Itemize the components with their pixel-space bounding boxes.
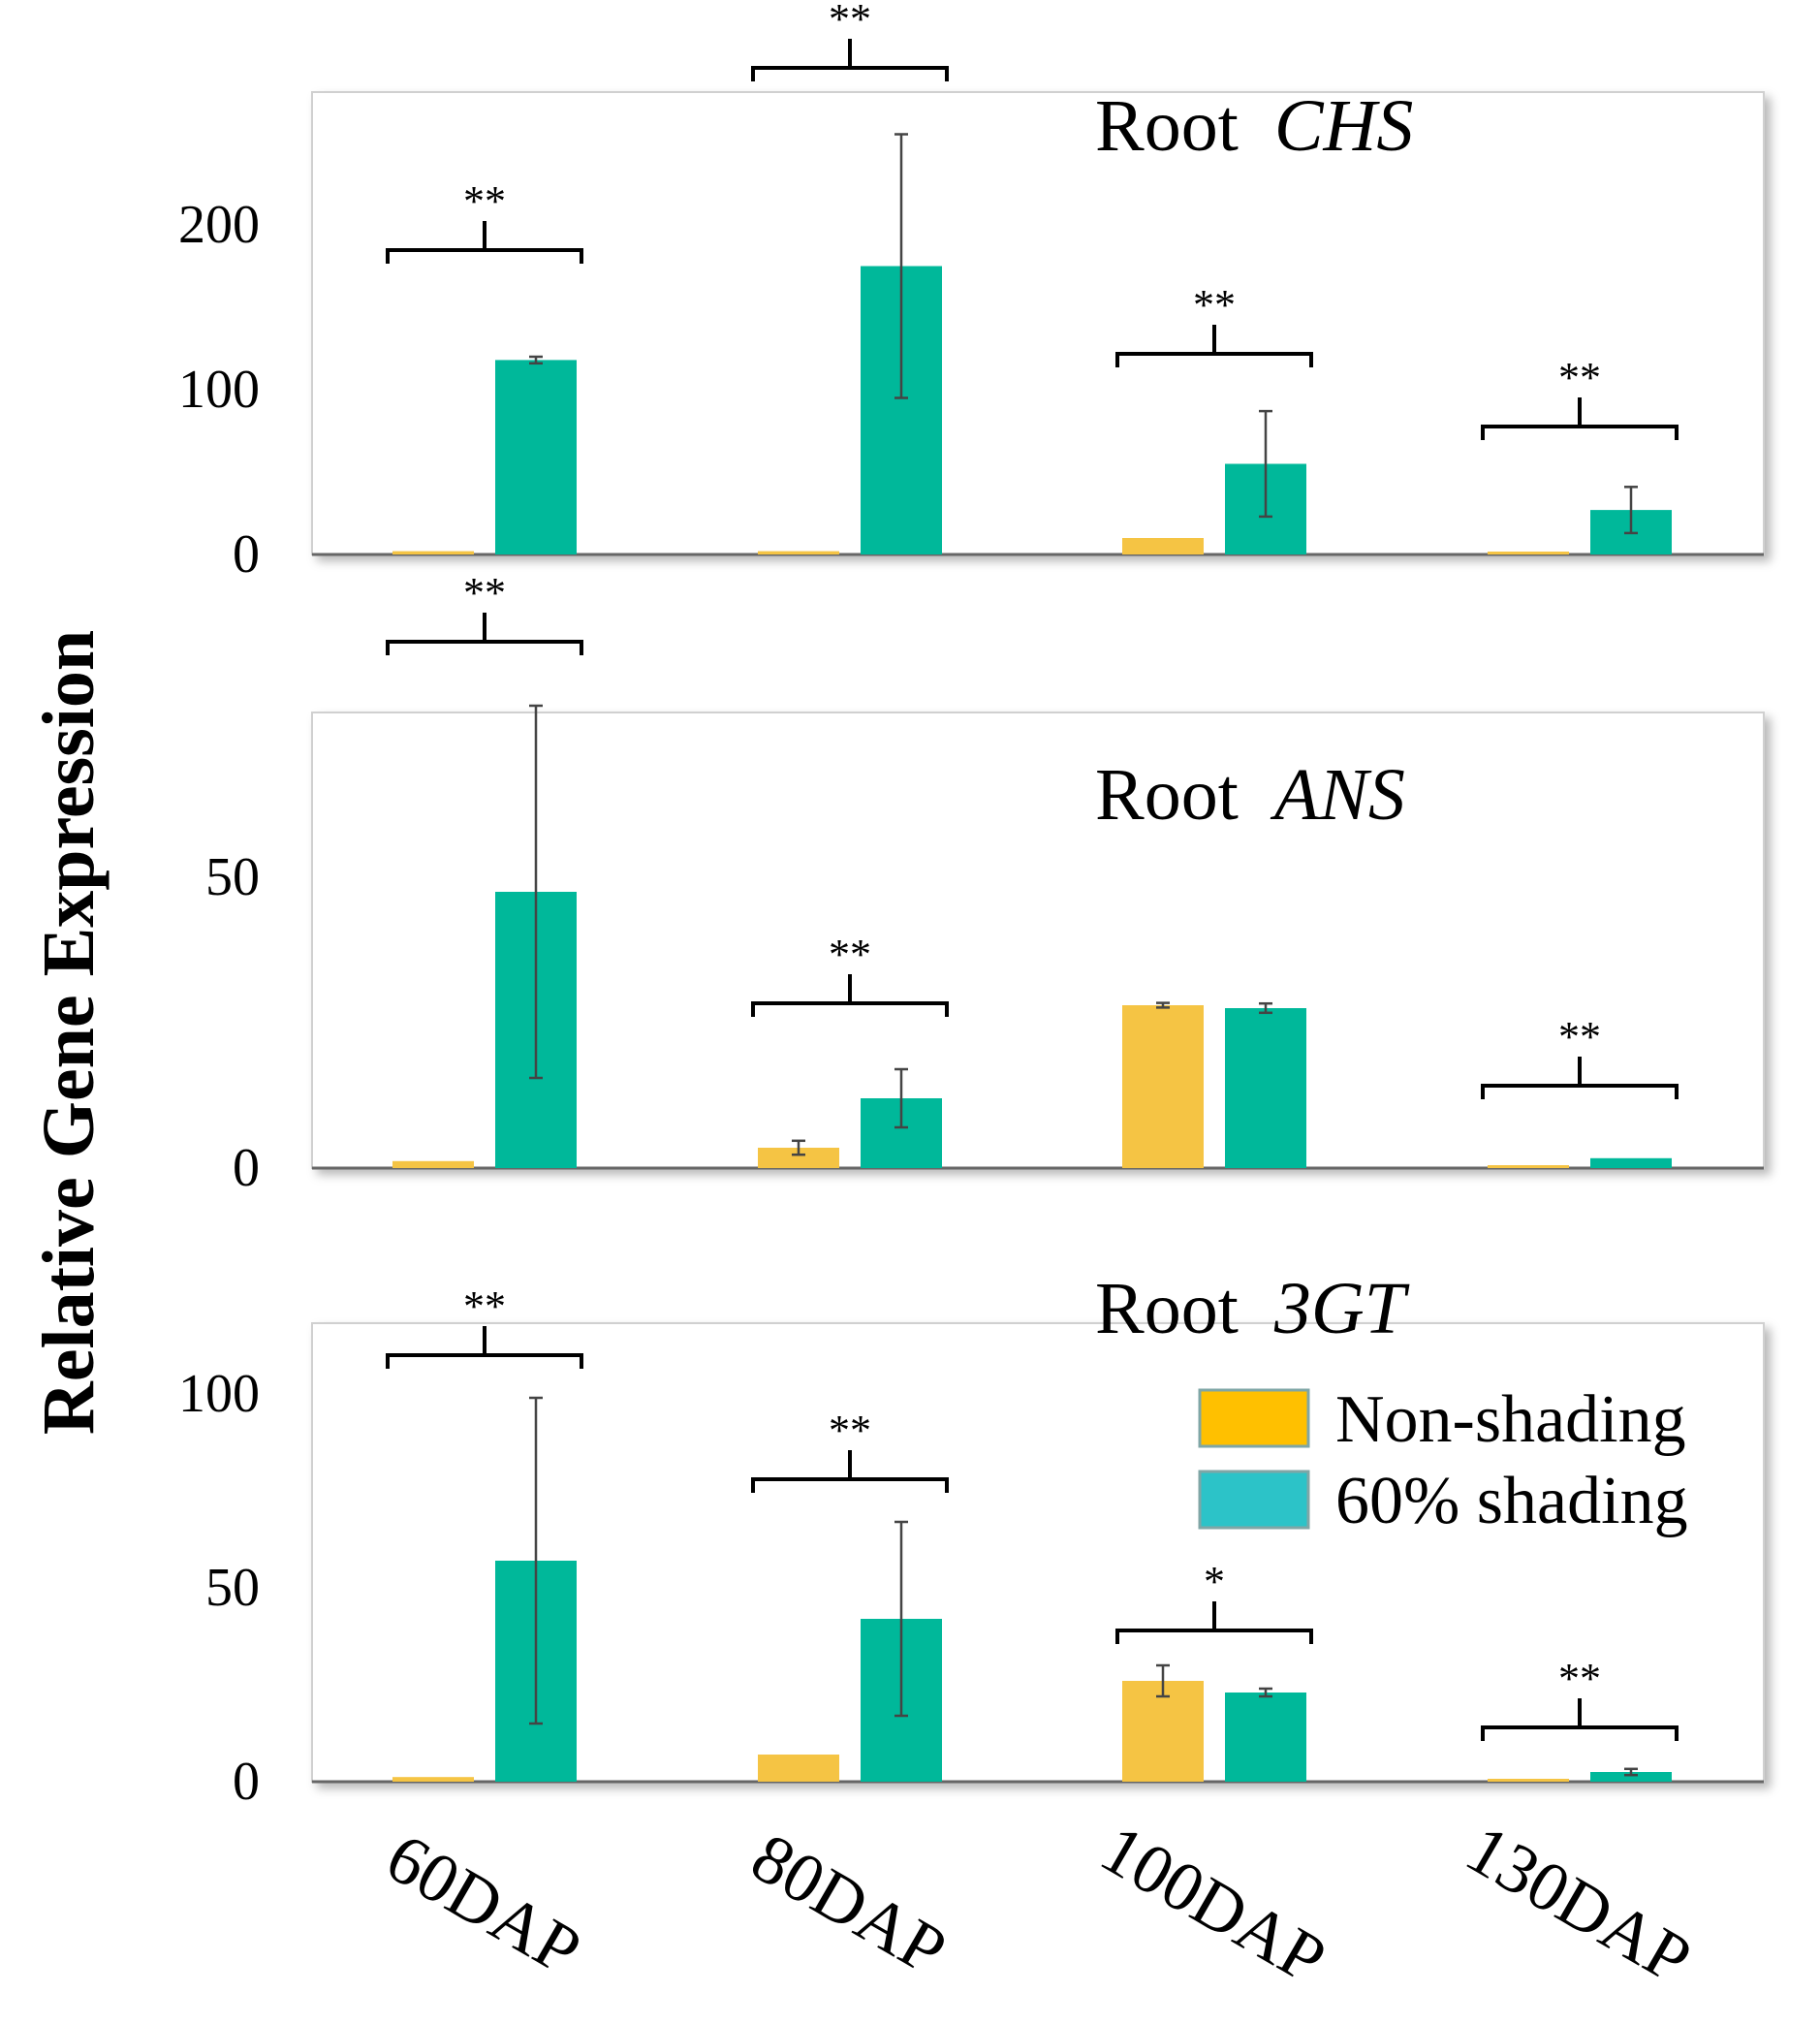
error-bar: [1259, 409, 1272, 519]
significance-label: **: [1558, 1655, 1601, 1702]
x-tick-label-100dap: 100DAP: [1088, 1810, 1338, 1999]
significance-label: **: [829, 931, 871, 978]
error-bar: [1259, 1001, 1272, 1015]
bar-non-shading-60dap: [392, 1160, 474, 1168]
panel-title: Root ANS: [1095, 754, 1405, 836]
significance-label: **: [463, 1282, 506, 1330]
x-tick-label-80dap: 80DAP: [738, 1819, 958, 1990]
y-tick-label: 50: [205, 1558, 260, 1618]
x-tick-label-130dap: 130DAP: [1454, 1810, 1704, 1999]
error-bar: [1624, 1767, 1638, 1777]
panel-title: Root CHS: [1095, 85, 1413, 167]
significance-label: **: [1558, 1013, 1601, 1060]
legend-swatch-non-shading: [1198, 1388, 1310, 1448]
significance-bracket: **: [386, 569, 583, 655]
panel-chs: 0 100 200 Root CHS ** ** ** **: [178, 0, 1765, 585]
error-bar: [792, 1139, 805, 1156]
panel-title-root: Root: [1095, 85, 1257, 167]
error-bar: [529, 355, 543, 365]
error-bar: [1259, 1687, 1272, 1698]
panel-title-root: Root: [1095, 754, 1257, 836]
legend-label-non-shading: Non-shading: [1335, 1382, 1686, 1457]
bar-60-shading-130dap: [1590, 1157, 1672, 1168]
bar-non-shading-80dap: [758, 1148, 839, 1168]
error-bar: [1156, 1663, 1170, 1698]
significance-bracket: **: [386, 1282, 583, 1369]
legend: Non-shading 60% shading: [1198, 1382, 1688, 1538]
bar-60-shading-100dap: [1225, 1008, 1306, 1168]
significance-label: **: [829, 1407, 871, 1454]
bar-non-shading-80dap: [758, 1755, 839, 1782]
error-bar: [1156, 1001, 1170, 1009]
bar-non-shading-100dap: [1122, 538, 1204, 554]
error-bar: [529, 1396, 543, 1725]
panel-title-gene: 3GT: [1273, 1268, 1410, 1349]
bar-60-shading-130dap: [1590, 1772, 1672, 1782]
significance-bracket: **: [1115, 281, 1313, 367]
x-axis-ticks: 60DAP 80DAP 100DAP 130DAP: [373, 1810, 1704, 1999]
panel-ans: 0 50 Root ANS ** ** **: [205, 569, 1765, 1198]
significance-bracket: **: [751, 0, 949, 81]
panel-title-gene: CHS: [1274, 85, 1414, 167]
bar-non-shading-130dap: [1488, 1779, 1569, 1782]
bar-non-shading-130dap: [1488, 552, 1569, 554]
y-tick-label: 0: [233, 524, 260, 585]
bar-non-shading-130dap: [1488, 1165, 1569, 1168]
significance-label: **: [463, 569, 506, 617]
significance-bracket: *: [1115, 1558, 1313, 1644]
significance-bracket: **: [1481, 354, 1679, 440]
y-tick-label: 50: [205, 847, 260, 907]
significance-bracket: **: [1481, 1013, 1679, 1099]
significance-bracket: **: [386, 177, 583, 264]
y-tick-label: 100: [178, 360, 260, 420]
bar-60-shading-100dap: [1225, 1693, 1306, 1782]
y-tick-label: 100: [178, 1364, 260, 1424]
significance-label: **: [829, 0, 871, 43]
bar-non-shading-60dap: [392, 1777, 474, 1782]
error-bar: [894, 1520, 908, 1718]
significance-label: **: [463, 177, 506, 225]
error-bar: [894, 1067, 908, 1129]
y-tick-label: 0: [233, 1752, 260, 1812]
significance-bracket: **: [751, 1407, 949, 1493]
legend-label-60-shading: 60% shading: [1335, 1464, 1688, 1538]
bar-non-shading-100dap: [1122, 1005, 1204, 1168]
error-bar: [1624, 486, 1638, 535]
significance-bracket: **: [1481, 1655, 1679, 1741]
panel-title-gene: ANS: [1270, 754, 1405, 836]
legend-swatch-60-shading: [1198, 1470, 1310, 1530]
significance-label: **: [1193, 281, 1236, 329]
bar-non-shading-80dap: [758, 551, 839, 554]
error-bar: [529, 704, 543, 1080]
significance-label: **: [1558, 354, 1601, 401]
bar-60-shading-60dap: [495, 360, 577, 554]
error-bar: [894, 133, 908, 399]
x-tick-label-60dap: 60DAP: [373, 1819, 593, 1990]
y-tick-label: 0: [233, 1138, 260, 1198]
significance-label: *: [1204, 1558, 1225, 1605]
y-tick-label: 200: [178, 195, 260, 255]
panel-title: Root 3GT: [1095, 1268, 1410, 1349]
panel-title-root: Root: [1095, 1268, 1257, 1349]
bar-non-shading-60dap: [392, 551, 474, 554]
bar-non-shading-100dap: [1122, 1681, 1204, 1782]
significance-bracket: **: [751, 931, 949, 1017]
y-axis-label: Relative Gene Expression: [28, 630, 110, 1435]
